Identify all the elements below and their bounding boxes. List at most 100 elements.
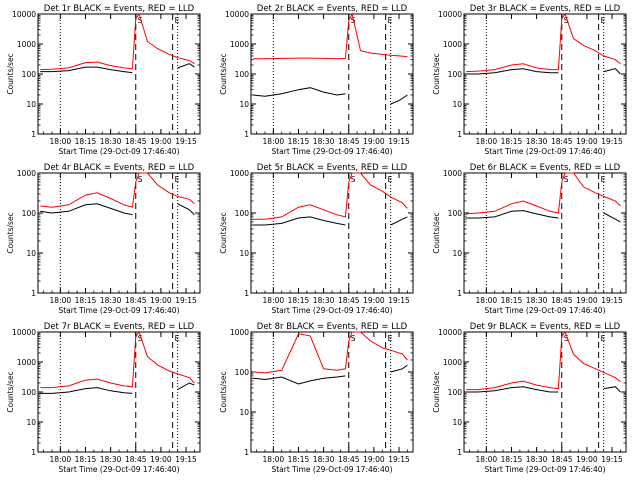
y-tick-label: 100	[448, 70, 463, 79]
panel-det-8: Det 8r BLACK = Events, RED = LLD 1 10 100 10…	[219, 322, 414, 474]
y-tick-label: 10	[26, 100, 36, 109]
x-tick-label: 18:00	[263, 296, 285, 305]
y-tick-label: 10000	[438, 10, 462, 19]
y-tick-label: 100	[22, 388, 37, 397]
saa-marker-label: E	[388, 16, 393, 25]
y-axis-label: Counts/sec	[219, 371, 228, 412]
y-tick-label: 10	[239, 249, 249, 258]
y-tick-label: 100	[448, 209, 463, 218]
series-line-lld	[466, 172, 621, 215]
x-axis-label: Start Time (29-Oct-09 17:46:40)	[484, 147, 605, 156]
panel-title: Det 1r BLACK = Events, RED = LLD	[44, 4, 195, 14]
x-axis-label: Start Time (29-Oct-09 17:46:40)	[271, 306, 392, 315]
x-tick-label: 18:30	[526, 455, 548, 464]
x-tick-label: 18:30	[526, 137, 548, 146]
x-tick-label: 19:15	[601, 455, 623, 464]
x-tick-label: 18:45	[125, 296, 147, 305]
y-axis-label: Counts/sec	[219, 53, 228, 94]
x-axis-label: Start Time (29-Oct-09 17:46:40)	[58, 465, 179, 474]
plot-frame	[463, 331, 627, 453]
x-tick-label: 18:30	[100, 296, 122, 305]
x-tick-label: 19:00	[576, 296, 598, 305]
x-tick-label: 18:00	[263, 455, 285, 464]
y-tick-label: 1	[457, 289, 462, 298]
y-tick-label: 1	[244, 289, 249, 298]
x-tick-label: 19:00	[150, 137, 172, 146]
x-tick-label: 18:15	[75, 455, 97, 464]
y-tick-label: 1000	[230, 169, 249, 178]
x-tick-label: 18:00	[476, 137, 498, 146]
x-tick-label: 18:45	[551, 296, 573, 305]
panel-det-3: Det 3r BLACK = Events, RED = LLD 1 10 100 10…	[432, 4, 627, 156]
y-tick-label: 100	[22, 70, 37, 79]
y-tick-label: 100	[235, 368, 250, 377]
x-axis-label: Start Time (29-Oct-09 17:46:40)	[271, 147, 392, 156]
plot-frame	[37, 13, 201, 135]
saa-marker-label: E	[175, 16, 180, 25]
y-tick-label: 1000	[230, 40, 249, 49]
x-axis-label: Start Time (29-Oct-09 17:46:40)	[484, 465, 605, 474]
y-tick-label: 1000	[443, 169, 462, 178]
x-tick-label: 19:15	[388, 296, 410, 305]
saa-marker-label: E	[388, 334, 393, 343]
x-tick-label: 18:45	[338, 455, 360, 464]
x-tick-label: 18:00	[50, 455, 72, 464]
plot-frame	[250, 172, 414, 294]
x-tick-label: 18:00	[50, 137, 72, 146]
y-tick-label: 10000	[438, 328, 462, 337]
series-line-events	[253, 216, 408, 226]
y-tick-label: 10	[452, 418, 462, 427]
panel-det-4: Det 4r BLACK = Events, RED = LLD 1 10 100 10…	[6, 163, 201, 315]
y-tick-label: 1000	[443, 358, 462, 367]
series-line-events	[466, 210, 621, 223]
x-tick-label: 18:45	[551, 455, 573, 464]
x-tick-label: 18:15	[75, 137, 97, 146]
plot-frame	[463, 172, 627, 294]
series-line-events	[40, 382, 195, 394]
x-tick-label: 19:15	[175, 296, 197, 305]
saa-marker-label: S	[564, 16, 569, 25]
series-line-lld	[466, 330, 621, 391]
y-tick-label: 1000	[17, 40, 36, 49]
y-tick-label: 10	[26, 418, 36, 427]
saa-marker-label: S	[351, 334, 356, 343]
y-tick-label: 100	[235, 209, 250, 218]
panel-title: Det 5r BLACK = Events, RED = LLD	[257, 163, 408, 173]
x-tick-label: 19:15	[175, 455, 197, 464]
series-line-events	[40, 63, 195, 74]
saa-marker-label: S	[138, 334, 143, 343]
x-tick-label: 18:15	[288, 296, 310, 305]
panel-det-1: Det 1r BLACK = Events, RED = LLD 1 10 100 10…	[6, 4, 201, 156]
x-tick-label: 18:15	[75, 296, 97, 305]
x-tick-label: 19:00	[150, 296, 172, 305]
y-tick-label: 10	[239, 100, 249, 109]
y-tick-label: 1000	[17, 169, 36, 178]
y-tick-label: 1	[31, 289, 36, 298]
saa-marker-label: E	[601, 175, 606, 184]
y-tick-label: 1	[244, 130, 249, 139]
x-tick-label: 19:00	[576, 455, 598, 464]
y-tick-label: 10	[239, 408, 249, 417]
y-tick-label: 1	[31, 448, 36, 457]
series-line-events	[253, 87, 408, 105]
x-tick-label: 18:45	[551, 137, 573, 146]
x-tick-label: 18:30	[313, 455, 335, 464]
x-tick-label: 18:15	[501, 296, 523, 305]
saa-marker-label: S	[564, 175, 569, 184]
y-axis-label: Counts/sec	[219, 212, 228, 253]
x-tick-label: 19:15	[601, 137, 623, 146]
x-tick-label: 19:00	[150, 455, 172, 464]
y-tick-label: 10000	[12, 328, 36, 337]
x-tick-label: 19:00	[363, 296, 385, 305]
x-tick-label: 19:00	[363, 455, 385, 464]
x-tick-label: 19:00	[576, 137, 598, 146]
plot-frame	[37, 172, 201, 294]
x-tick-label: 18:30	[313, 137, 335, 146]
x-tick-label: 18:45	[338, 296, 360, 305]
series-line-events	[40, 203, 195, 216]
series-line-lld	[466, 12, 621, 73]
x-tick-label: 18:00	[476, 455, 498, 464]
panel-title: Det 2r BLACK = Events, RED = LLD	[257, 4, 408, 14]
y-tick-label: 1000	[230, 328, 249, 337]
